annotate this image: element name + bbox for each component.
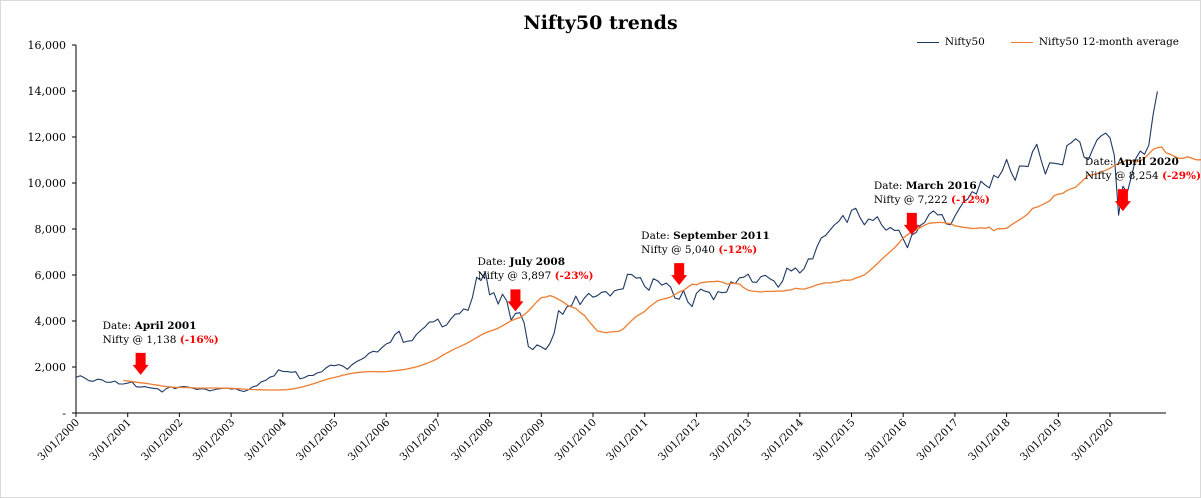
down-arrow-icon [903,212,920,235]
x-tick-label: 3/01/2001 [87,417,134,464]
annotation-value-line: Nifty @ 1,138 (-16%) [103,333,219,347]
y-tick-label: 14,000 [28,85,67,98]
legend-swatch-average [1010,41,1033,43]
chart-title: Nifty50 trends [523,12,678,34]
annotation-date-line: Date: July 2008 [477,255,593,269]
down-arrow-icon [507,289,524,312]
annotation-date-label: Date: [873,179,906,192]
x-tick-label: 3/01/2005 [294,417,341,464]
annotation-date-line: Date: March 2016 [874,179,990,193]
annotation-2: Date: July 2008 Nifty @ 3,897 (-23%) [477,255,593,283]
annotation-value: Nifty @ 7,222 [873,193,951,206]
annotation-value-line: Nifty @ 5,040 (-12%) [641,243,770,257]
y-tick-label: 8,000 [35,223,67,236]
x-tick-label: 3/01/2014 [759,416,806,463]
y-tick-label: 10,000 [28,177,67,190]
x-tick-label: 3/01/2009 [501,417,548,464]
annotation-3: Date: September 2011 Nifty @ 5,040 (-12%) [641,229,770,257]
annotation-date-line: Date: September 2011 [641,229,770,243]
series-line-nifty50 [75,91,1158,393]
legend: Nifty50 Nifty50 12-month average [916,36,1179,48]
x-tick-label: 3/01/2017 [914,417,961,464]
annotation-date-label: Date: [102,319,135,332]
x-tick-label: 3/01/2003 [191,417,238,464]
annotation-date: April 2001 [134,319,197,332]
legend-label-nifty50: Nifty50 [944,36,985,48]
annotation-date-line: Date: April 2001 [103,319,219,333]
annotation-value: Nifty @ 1,138 [102,333,180,346]
x-tick-label: 3/01/2018 [966,417,1013,464]
x-tick-label: 3/01/2006 [346,416,393,463]
x-tick-label: 3/01/2020 [1070,417,1117,464]
y-tick-label: 4,000 [35,315,67,328]
x-tick-label: 3/01/2007 [397,417,444,464]
annotation-value-line: Nifty @ 7,222 (-12%) [874,193,990,207]
annotation-percent: (-29%) [1162,170,1201,183]
series-line-average [123,146,1201,391]
down-arrow-icon [671,263,688,286]
down-arrow-icon [1114,189,1131,212]
x-tick-label: 3/01/2002 [139,417,186,464]
down-arrow-icon [132,352,149,375]
x-tick-label: 3/01/2011 [604,417,651,464]
annotation-date-label: Date: [477,256,510,269]
annotation-date: April 2020 [1116,156,1179,169]
annotation-date-label: Date: [641,230,674,243]
y-tick-label: 12,000 [28,131,67,144]
annotation-percent: (-16%) [179,333,219,346]
y-tick-label: - [62,407,66,420]
x-tick-label: 3/01/2004 [242,416,289,463]
annotation-date: September 2011 [673,230,770,243]
legend-swatch-nifty50 [916,41,939,43]
y-tick-label: 6,000 [35,269,67,282]
annotation-percent: (-12%) [950,193,990,206]
x-tick-label: 3/01/2000 [36,417,83,464]
x-tick-label: 3/01/2019 [1018,417,1065,464]
y-tick-label: 2,000 [35,361,67,374]
annotation-1: Date: April 2001 Nifty @ 1,138 (-16%) [103,319,219,347]
annotation-percent: (-23%) [554,270,594,283]
x-tick-label: 3/01/2012 [656,417,703,464]
annotation-value: Nifty @ 3,897 [477,270,555,283]
annotation-value: Nifty @ 8,254 [1084,170,1163,183]
y-tick-label: 16,000 [28,39,67,52]
annotation-value: Nifty @ 5,040 [641,244,719,257]
x-tick-label: 3/01/2013 [708,417,755,464]
annotation-date: March 2016 [905,179,977,192]
x-tick-label: 3/01/2015 [811,417,858,464]
annotation-date-label: Date: [1084,156,1117,169]
x-tick-label: 3/01/2008 [449,417,496,464]
x-tick-label: 3/01/2016 [863,416,910,463]
x-tick-label: 3/01/2010 [553,417,600,464]
annotation-percent: (-12%) [718,244,758,257]
annotation-date: July 2008 [509,256,566,269]
annotation-date-line: Date: April 2020 [1085,155,1201,169]
legend-label-average: Nifty50 12-month average [1038,36,1179,48]
annotation-5: Date: April 2020 Nifty @ 8,254 (-29%) [1085,155,1201,183]
annotation-value-line: Nifty @ 3,897 (-23%) [477,269,593,283]
annotation-4: Date: March 2016 Nifty @ 7,222 (-12%) [874,179,990,207]
annotation-value-line: Nifty @ 8,254 (-29%) [1085,169,1201,183]
